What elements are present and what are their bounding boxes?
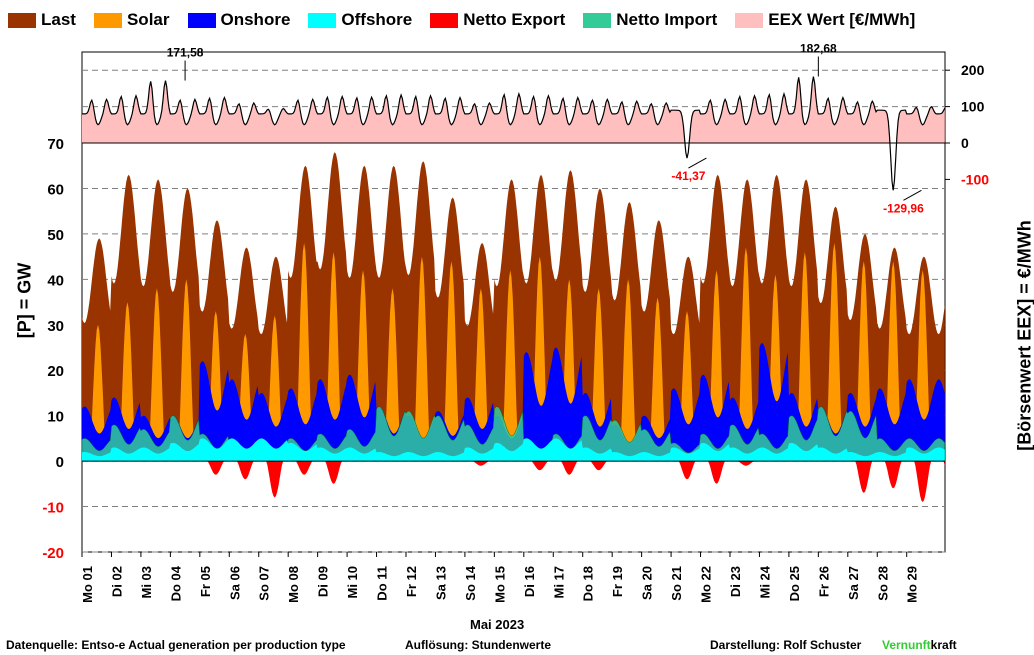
x-tick-label: Do 25 xyxy=(787,566,802,601)
legend-swatch xyxy=(8,12,36,28)
x-tick-label: Di 02 xyxy=(109,566,124,597)
x-tick-label: So 14 xyxy=(463,565,478,600)
x-tick-label: Fr 12 xyxy=(404,566,419,597)
legend-label: Netto Import xyxy=(616,10,718,29)
x-tick-label: So 07 xyxy=(257,566,272,601)
legend-item-0: Last xyxy=(8,6,76,34)
y-tick-label: -20 xyxy=(42,545,64,562)
annotation-leader xyxy=(903,189,922,201)
y-tick-label: 60 xyxy=(47,181,64,198)
legend-swatch xyxy=(583,12,612,28)
annotation-label: 171,58 xyxy=(167,46,204,60)
series-solar-area xyxy=(82,243,945,462)
x-tick-label: Mo 01 xyxy=(80,566,95,603)
legend-label: Solar xyxy=(126,10,170,29)
right-tick-label: -100 xyxy=(961,171,989,187)
right-tick-label: 0 xyxy=(961,135,969,151)
x-tick-label: Fr 26 xyxy=(816,566,831,597)
x-tick-label: Mi 03 xyxy=(139,566,154,599)
legend-item-2: Onshore xyxy=(187,6,291,34)
y-tick-label: 50 xyxy=(47,227,64,244)
legend-item-1: Solar xyxy=(93,6,170,34)
legend-swatch xyxy=(735,12,764,28)
y-tick-label: 20 xyxy=(47,363,64,380)
x-tick-label: Mi 24 xyxy=(757,565,772,598)
right-tick-label: 200 xyxy=(961,62,985,78)
legend-label: EEX Wert [€/MWh] xyxy=(768,10,916,29)
x-tick-label: Mo 29 xyxy=(905,566,920,603)
chart-legend: Last Solar Onshore Offshore Netto Export Nett… xyxy=(0,6,1034,34)
annotation-label: 182,68 xyxy=(800,42,837,56)
series-last-area xyxy=(82,152,945,462)
legend-label: Last xyxy=(41,10,76,29)
legend-swatch xyxy=(187,12,216,28)
y-tick-label: 30 xyxy=(47,318,64,335)
annotation-label: -41,37 xyxy=(671,169,705,183)
footer-brand: Vernunftkraft xyxy=(882,638,957,652)
x-tick-label: Do 18 xyxy=(581,566,596,601)
x-tick-label: Sa 20 xyxy=(640,566,655,600)
x-tick-label: Sa 06 xyxy=(227,566,242,600)
x-tick-label: Mi 10 xyxy=(345,566,360,599)
y-tick-label: -10 xyxy=(42,500,64,517)
annotation-label: -129,96 xyxy=(883,201,924,215)
x-tick-label: Fr 19 xyxy=(610,566,625,597)
series-eex-fill xyxy=(82,76,945,143)
right-axis-title: [Börsenwert EEX] = €/MWh xyxy=(1014,220,1034,451)
footer-resolution: Auflösung: Stundenwerte xyxy=(405,638,551,652)
y-tick-label: 0 xyxy=(56,454,64,471)
x-tick-label: Do 04 xyxy=(168,565,183,601)
series-offshore-area xyxy=(82,438,945,462)
y-tick-label: 40 xyxy=(47,272,64,289)
x-tick-label: Mo 08 xyxy=(286,566,301,603)
x-tick-label: Di 23 xyxy=(728,566,743,597)
x-tick-label: Sa 27 xyxy=(846,566,861,600)
x-tick-label: Mo 15 xyxy=(492,566,507,603)
annotation-leader xyxy=(688,157,707,169)
x-tick-label: So 21 xyxy=(669,566,684,601)
legend-swatch xyxy=(308,12,337,28)
series-onshore-area xyxy=(82,343,945,462)
x-tick-label: Sa 13 xyxy=(433,566,448,600)
footer-author: Darstellung: Rolf Schuster xyxy=(710,638,862,652)
x-tick-label: Di 16 xyxy=(522,566,537,597)
x-tick-label: Mo 22 xyxy=(699,566,714,603)
brand-green-text: Vernunft xyxy=(882,638,931,652)
brand-black-text: kraft xyxy=(930,638,957,652)
x-tick-label: Do 11 xyxy=(375,566,390,601)
legend-label: Offshore xyxy=(341,10,413,29)
series-eex-line xyxy=(82,76,946,191)
legend-swatch xyxy=(430,12,459,28)
x-tick-label: Di 09 xyxy=(316,566,331,597)
legend-label: Onshore xyxy=(220,10,291,29)
y-tick-label: 70 xyxy=(47,136,64,153)
legend-item-4: Netto Export xyxy=(430,6,565,34)
x-tick-label: Fr 05 xyxy=(198,566,213,597)
x-tick-label: So 28 xyxy=(875,566,890,601)
footer-source: Datenquelle: Entso-e Actual generation p… xyxy=(6,638,346,652)
y-tick-label: 10 xyxy=(47,409,64,426)
right-tick-label: 100 xyxy=(961,99,985,115)
series-export-area xyxy=(82,461,945,502)
legend-label: Netto Export xyxy=(463,10,566,29)
legend-item-6: EEX Wert [€/MWh] xyxy=(735,6,915,34)
legend-swatch xyxy=(93,12,122,28)
x-tick-label: Mi 17 xyxy=(551,566,566,599)
month-label: Mai 2023 xyxy=(470,617,525,632)
legend-item-5: Netto Import xyxy=(583,6,717,34)
left-axis-title: [P] = GW xyxy=(14,262,35,339)
legend-item-3: Offshore xyxy=(308,6,412,34)
